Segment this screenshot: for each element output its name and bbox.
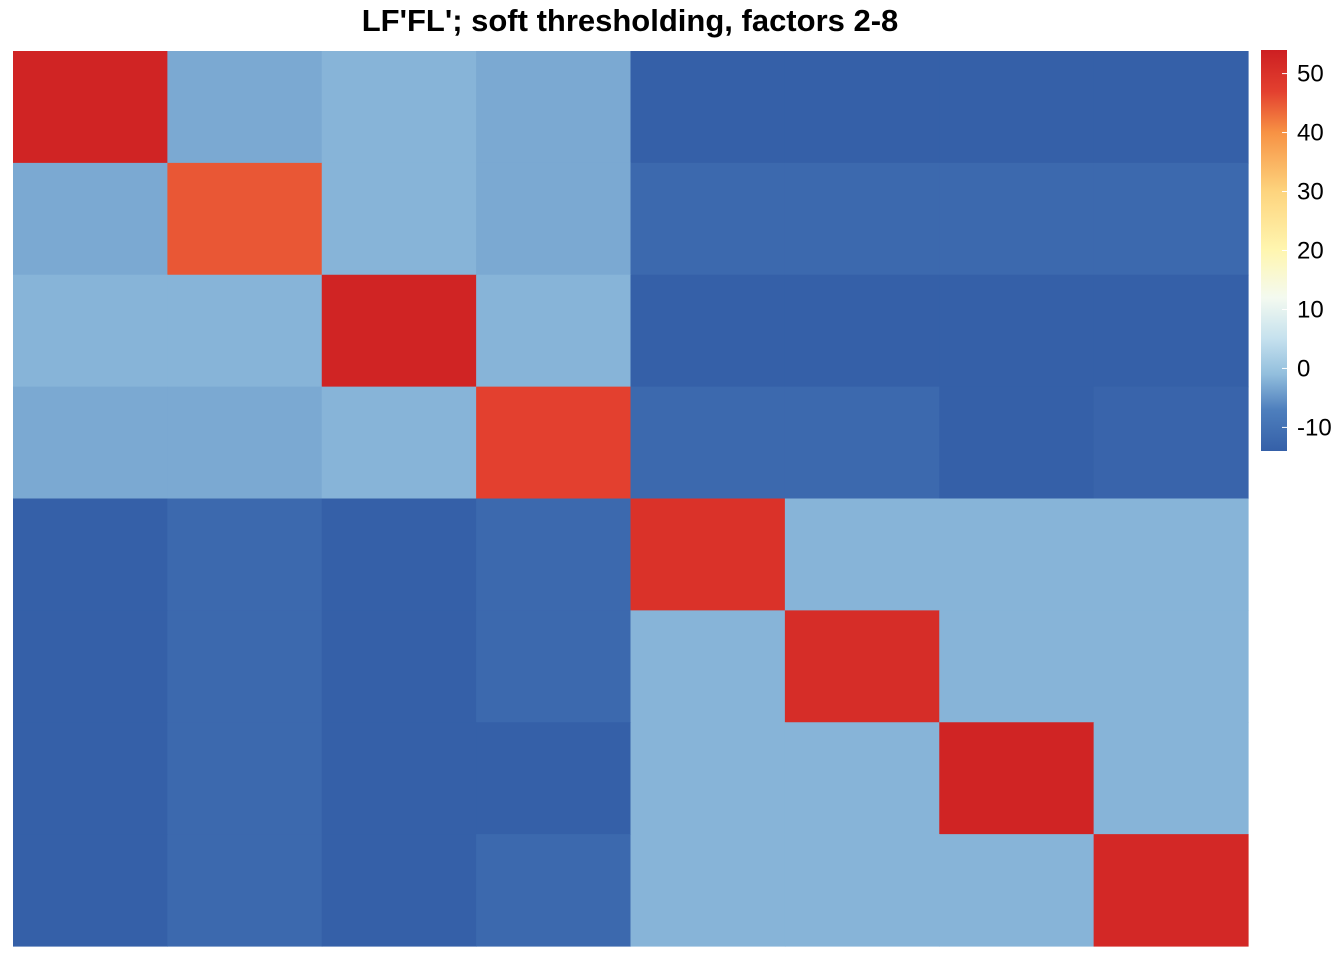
heatmap-cell-r5-c8 — [1093, 498, 1249, 611]
heatmap-cell-r1-c4 — [476, 51, 632, 164]
color-legend-ticks: 50 40 30 20 10 0 -10 — [1282, 61, 1332, 441]
heatmap-cell-r2-c7 — [939, 162, 1095, 276]
heatmap-cell-r8-c5 — [630, 834, 786, 947]
heatmap-cell-r6-c2 — [167, 610, 323, 723]
heatmap-cell-r3-c8 — [1093, 274, 1249, 388]
heatmap-cell-r5-c2 — [167, 498, 323, 611]
heatmap-cell-r6-c3 — [321, 610, 477, 723]
heatmap-cell-r2-c6 — [784, 162, 940, 276]
heatmap-cell-r5-c7 — [939, 498, 1095, 611]
heatmap-cell-r3-c3 — [321, 274, 477, 388]
color-legend: 50 40 30 20 10 0 -10 — [1261, 50, 1332, 451]
heatmap-cell-r1-c6 — [784, 51, 940, 164]
heatmap-cell-r8-c2 — [167, 834, 323, 947]
heatmap-cell-r5-c1 — [13, 498, 168, 611]
legend-tick-label: 10 — [1297, 296, 1324, 323]
heatmap-cell-r6-c4 — [476, 610, 632, 723]
heatmap-cell-r1-c3 — [321, 51, 477, 164]
heatmap-cell-r3-c7 — [939, 274, 1095, 388]
legend-tick-label: -10 — [1297, 414, 1332, 441]
heatmap-grid — [13, 51, 1249, 947]
heatmap-cell-r7-c1 — [13, 722, 168, 835]
heatmap-cell-r7-c2 — [167, 722, 323, 835]
heatmap-cell-r3-c5 — [630, 274, 786, 388]
heatmap-cell-r4-c7 — [939, 386, 1095, 500]
heatmap-cell-r6-c5 — [630, 610, 786, 723]
heatmap-cell-r2-c5 — [630, 162, 786, 276]
chart-title: LF'FL'; soft thresholding, factors 2-8 — [362, 3, 899, 38]
heatmap-cell-r3-c4 — [476, 274, 632, 388]
heatmap-cell-r2-c3 — [321, 162, 477, 276]
heatmap-cell-r8-c7 — [939, 834, 1095, 947]
legend-tick-label: 40 — [1297, 120, 1324, 147]
heatmap-cell-r1-c7 — [939, 51, 1095, 164]
heatmap-cell-r4-c5 — [630, 386, 786, 500]
heatmap-cell-r2-c8 — [1093, 162, 1249, 276]
heatmap-cell-r8-c8 — [1093, 834, 1249, 947]
legend-tick-label: 30 — [1297, 179, 1324, 206]
heatmap-cell-r6-c6 — [784, 610, 940, 723]
heatmap-cell-r5-c4 — [476, 498, 632, 611]
heatmap-cell-r4-c2 — [167, 386, 323, 500]
legend-tick-label: 20 — [1297, 238, 1324, 265]
heatmap-cell-r7-c5 — [630, 722, 786, 835]
heatmap-cell-r8-c6 — [784, 834, 940, 947]
heatmap-cell-r7-c8 — [1093, 722, 1249, 835]
heatmap-cell-r1-c2 — [167, 51, 323, 164]
heatmap-cell-r4-c8 — [1093, 386, 1249, 500]
heatmap-cell-r5-c5 — [630, 498, 786, 611]
heatmap-cell-r6-c7 — [939, 610, 1095, 723]
heatmap-cell-r7-c6 — [784, 722, 940, 835]
heatmap-cell-r1-c8 — [1093, 51, 1249, 164]
legend-tick-label: 0 — [1297, 355, 1310, 382]
heatmap-cell-r8-c4 — [476, 834, 632, 947]
heatmap-cell-r2-c4 — [476, 162, 632, 276]
heatmap-cell-r2-c2 — [167, 162, 323, 276]
heatmap-cell-r4-c3 — [321, 386, 477, 500]
heatmap-cell-r4-c6 — [784, 386, 940, 500]
heatmap-cell-r8-c3 — [321, 834, 477, 947]
heatmap-cell-r3-c6 — [784, 274, 940, 388]
heatmap-cell-r5-c6 — [784, 498, 940, 611]
heatmap-cell-r1-c5 — [630, 51, 786, 164]
heatmap-cell-r6-c8 — [1093, 610, 1249, 723]
heatmap-cell-r7-c4 — [476, 722, 632, 835]
heatmap-cell-r4-c4 — [476, 386, 632, 500]
heatmap-cell-r2-c1 — [13, 162, 168, 276]
heatmap-cell-r7-c3 — [321, 722, 477, 835]
heatmap-cell-r3-c1 — [13, 274, 168, 388]
heatmap-cell-r3-c2 — [167, 274, 323, 388]
legend-tick-label: 50 — [1297, 61, 1324, 88]
heatmap-cell-r7-c7 — [939, 722, 1095, 835]
heatmap-cell-r5-c3 — [321, 498, 477, 611]
heatmap-cell-r4-c1 — [13, 386, 168, 500]
heatmap-cell-r6-c1 — [13, 610, 168, 723]
heatmap-cell-r8-c1 — [13, 834, 168, 947]
heatmap-cell-r1-c1 — [13, 51, 168, 164]
